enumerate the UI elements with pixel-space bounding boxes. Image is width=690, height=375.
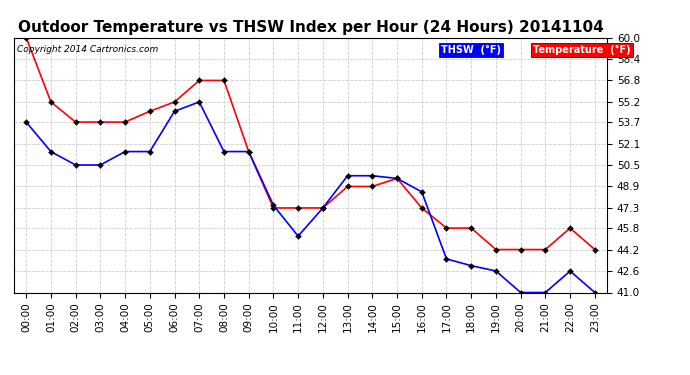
Title: Outdoor Temperature vs THSW Index per Hour (24 Hours) 20141104: Outdoor Temperature vs THSW Index per Ho… [18,20,603,35]
Text: Temperature  (°F): Temperature (°F) [533,45,631,55]
Text: Copyright 2014 Cartronics.com: Copyright 2014 Cartronics.com [17,45,158,54]
Text: THSW  (°F): THSW (°F) [441,45,501,55]
